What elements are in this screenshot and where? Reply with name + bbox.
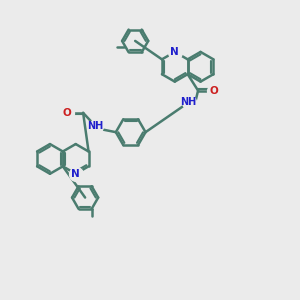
Text: O: O [209,85,218,96]
Text: NH: NH [180,98,197,107]
Text: N: N [170,47,179,57]
Text: O: O [63,108,71,118]
Text: NH: NH [88,121,104,131]
Text: N: N [71,169,80,179]
